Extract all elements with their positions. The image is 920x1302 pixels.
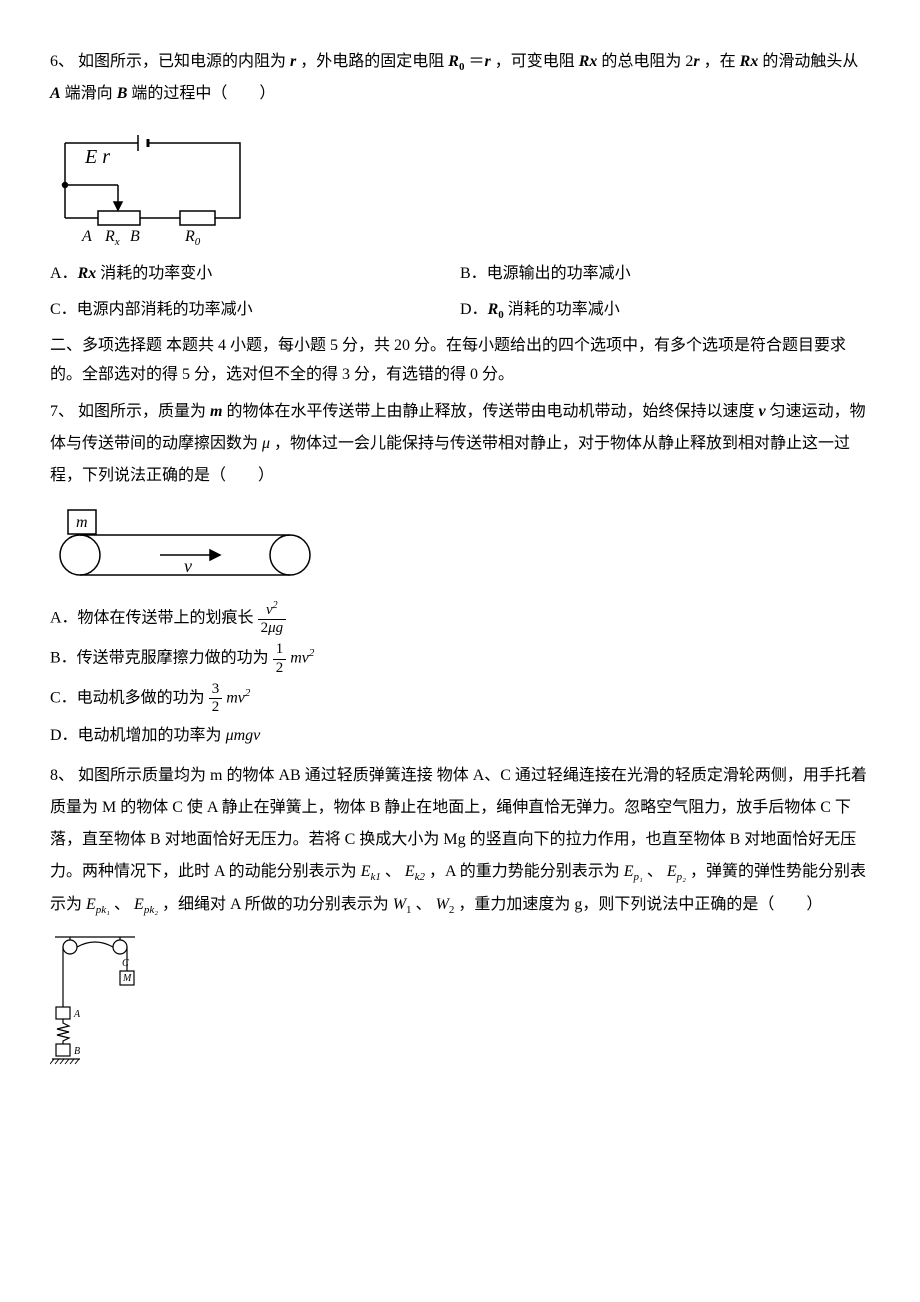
- q6-circuit-figure: E r A Rx B R0: [50, 118, 870, 248]
- q6-options: A．Rx 消耗的功率变小 B．电源输出的功率减小 C．电源内部消耗的功率减小 D…: [50, 256, 870, 328]
- q7-belt-figure: m v: [50, 500, 870, 590]
- label-M: M: [122, 973, 132, 984]
- label-A: A: [73, 1009, 81, 1020]
- q6-option-B: B．电源输出的功率减小: [460, 256, 870, 292]
- label-R0: R0: [184, 228, 201, 248]
- q7-option-A: A．物体在传送带上的划痕长 v2 2μg: [50, 598, 870, 640]
- q8-stem: 8、 如图所示质量均为 m 的物体 AB 通过轻质弹簧连接 物体 A、C 通过轻…: [50, 760, 870, 920]
- q7-stem: 7、 如图所示，质量为 m 的物体在水平传送带上由静止释放，传送带由电动机带动，…: [50, 396, 870, 492]
- q6-option-C: C．电源内部消耗的功率减小: [50, 292, 460, 328]
- q6-option-D: D．R0 消耗的功率减小: [460, 292, 870, 328]
- q6-option-A: A．Rx 消耗的功率变小: [50, 256, 460, 292]
- section2-title: 二、多项选择题 本题共 4 小题，每小题 5 分，共 20 分。在每小题给出的四…: [50, 332, 870, 390]
- circuit-svg: E r A Rx B R0: [50, 118, 250, 248]
- label-B: B: [74, 1046, 80, 1057]
- label-v: v: [184, 556, 192, 576]
- label-Rx: Rx: [104, 228, 120, 248]
- label-C: C: [122, 958, 129, 969]
- fraction-icon: v2 2μg: [258, 600, 287, 638]
- q7-options: A．物体在传送带上的划痕长 v2 2μg B．传送带克服摩擦力做的功为 1 2 …: [50, 598, 870, 755]
- q6-stem: 6、 如图所示，已知电源的内阻为 r ，外电路的固定电阻 R0 ＝r ，可变电阻…: [50, 46, 870, 110]
- q7-option-C: C．电动机多做的功为 3 2 mv2: [50, 679, 870, 719]
- label-Er: E r: [84, 146, 110, 168]
- pulley-svg: C M A B: [50, 929, 140, 1069]
- q7-option-B: B．传送带克服摩擦力做的功为 1 2 mv2: [50, 639, 870, 679]
- fraction-icon: 1 2: [273, 641, 287, 677]
- q8-diagram-figure: C M A B: [50, 929, 870, 1069]
- q6-number: 6、: [50, 53, 74, 70]
- q8-number: 8、: [50, 767, 74, 784]
- label-m: m: [76, 514, 88, 531]
- label-B: B: [130, 228, 140, 245]
- q7-number: 7、: [50, 403, 74, 420]
- fraction-icon: 3 2: [209, 681, 223, 717]
- q7-option-D: D．电动机增加的功率为 μmgv: [50, 718, 870, 754]
- label-A: A: [81, 228, 92, 245]
- belt-svg: m v: [50, 500, 320, 590]
